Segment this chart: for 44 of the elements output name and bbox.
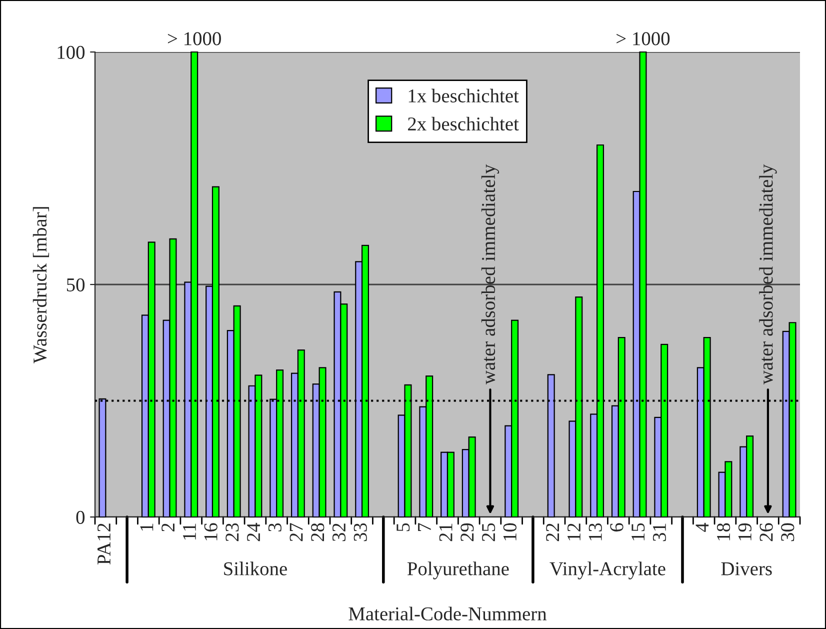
y-tick-label: 100 (58, 46, 85, 59)
x-tick-label: PA12 (97, 524, 110, 565)
x-tick-label: 1 (140, 524, 154, 531)
annotation: > 1000 (616, 32, 670, 46)
x-tick-label: 7 (418, 523, 431, 531)
x-tick-label: 31 (652, 524, 666, 542)
x-tick-label: 26 (760, 523, 773, 542)
x-axis-title: Material-Code-Nummern (348, 606, 547, 620)
x-tick-label: 19 (738, 523, 752, 540)
x-tick-label: 25 (482, 523, 496, 542)
x-tick-label: 21 (439, 524, 452, 542)
x-tick-label: 12 (567, 524, 580, 540)
x-tick-label: 33 (354, 523, 367, 542)
x-tick-label: 10 (503, 523, 516, 540)
x-tick-label: 4 (696, 522, 709, 532)
y-axis-title: Wasserdruck [mbar] (32, 207, 50, 364)
x-tick-label: 32 (332, 524, 346, 542)
annotation: > 1000 (168, 32, 221, 46)
text: Divers (721, 562, 772, 576)
x-tick-label: 5 (396, 523, 410, 532)
annotation: water adsorbed immediately (481, 164, 500, 384)
x-tick-label: 24 (247, 522, 260, 542)
x-tick-label: 23 (226, 523, 239, 542)
legend-label: 1x beschichtet (408, 88, 519, 102)
x-tick-label: 28 (311, 523, 324, 542)
text: Polyurethane (407, 562, 509, 580)
x-tick-label: 15 (632, 523, 645, 540)
x-tick-label: 3 (268, 523, 282, 532)
x-tick-label: 29 (460, 523, 474, 542)
x-tick-label: 27 (290, 523, 303, 542)
x-tick-label: 18 (716, 523, 730, 540)
text: Vinyl-Acrylate (550, 562, 666, 580)
y-tick-label: 50 (66, 278, 85, 292)
legend-label: 2x beschichtet (408, 116, 519, 131)
x-tick-label: 30 (781, 523, 794, 542)
x-tick-label: 16 (204, 523, 218, 540)
x-tick-label: 22 (546, 524, 559, 542)
x-tick-label: 6 (610, 523, 624, 532)
x-tick-label: 13 (588, 523, 602, 540)
text: Silikone (224, 562, 287, 576)
x-tick-label: 11 (182, 524, 196, 540)
y-tick-label: 0 (76, 510, 85, 524)
x-tick-label: 2 (162, 524, 174, 532)
annotation: water adsorbed immediately (759, 164, 777, 384)
